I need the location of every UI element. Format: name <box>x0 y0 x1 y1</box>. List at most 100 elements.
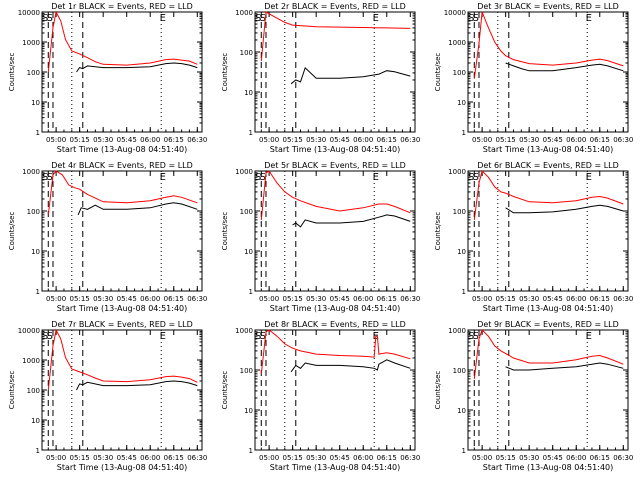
x-tick-label: 05:45 <box>330 136 350 144</box>
chart-panel: Det 3r BLACK = Events, RED = LLD 1 10 100 10… <box>434 2 633 154</box>
chart-title: Det 4r BLACK = Events, RED = LLD <box>51 161 193 170</box>
y-tick-label: 1000 <box>448 327 466 335</box>
x-tick-label: 05:00 <box>259 136 279 144</box>
plot-frame <box>467 11 629 133</box>
events-series-line <box>290 359 411 373</box>
plot-frame <box>41 170 203 292</box>
events-series-line <box>505 362 624 371</box>
x-tick-label: 05:00 <box>259 454 279 462</box>
chart-panel: Det 4r BLACK = Events, RED = LLD 1 10 100 10… <box>8 161 207 313</box>
chart-title: Det 8r BLACK = Events, RED = LLD <box>264 320 406 329</box>
y-tick-label: 1 <box>36 288 40 296</box>
flag-label: E <box>586 331 592 342</box>
x-tick-label: 06:00 <box>140 136 160 144</box>
lld-series-line <box>47 10 198 73</box>
y-tick-label: 10000 <box>18 9 40 17</box>
y-tick-label: 1000 <box>448 39 466 47</box>
y-tick-label: 100 <box>453 208 466 216</box>
chart-panel: Det 2r BLACK = Events, RED = LLD 1 10 100 10… <box>221 2 420 154</box>
y-axis-label: Counts/sec <box>8 371 16 410</box>
x-tick-label: 05:15 <box>70 136 90 144</box>
y-axis-label: Counts/sec <box>221 53 229 92</box>
chart-title: Det 2r BLACK = Events, RED = LLD <box>264 2 406 11</box>
flag-label: S <box>473 13 479 24</box>
x-tick-label: 06:15 <box>164 295 184 303</box>
chart-panel: Det 9r BLACK = Events, RED = LLD 1 10 100 10… <box>434 320 633 472</box>
lld-series-line <box>260 170 411 220</box>
x-tick-label: 06:30 <box>400 454 420 462</box>
x-tick-label: 06:30 <box>187 454 207 462</box>
y-axis-label: Counts/sec <box>8 212 16 251</box>
chart-title: Det 3r BLACK = Events, RED = LLD <box>477 2 619 11</box>
x-tick-label: 06:15 <box>590 295 610 303</box>
x-tick-label: 05:45 <box>543 454 563 462</box>
x-tick-label: 05:15 <box>496 136 516 144</box>
lld-series-line <box>473 170 624 220</box>
plot-frame <box>254 329 416 451</box>
y-tick-label: 10 <box>244 89 253 97</box>
x-tick-label: 05:15 <box>70 454 90 462</box>
y-tick-label: 10 <box>31 248 40 256</box>
x-tick-label: 05:30 <box>306 454 326 462</box>
x-tick-label: 06:30 <box>400 295 420 303</box>
chart-title: Det 1r BLACK = Events, RED = LLD <box>51 2 193 11</box>
x-tick-label: 06:00 <box>566 295 586 303</box>
x-tick-label: 05:30 <box>93 136 113 144</box>
x-tick-label: 06:00 <box>566 136 586 144</box>
x-tick-label: 05:30 <box>93 295 113 303</box>
y-tick-label: 1 <box>36 129 40 137</box>
flag-label: S <box>468 331 474 342</box>
x-tick-label: 06:15 <box>164 136 184 144</box>
events-series-line <box>76 62 198 73</box>
y-tick-label: 1000 <box>22 357 40 365</box>
y-tick-label: 1 <box>462 129 466 137</box>
x-axis-label: Start Time (13-Aug-08 04:51:40) <box>57 304 188 313</box>
y-tick-label: 1 <box>36 447 40 455</box>
plot-frame <box>254 170 416 292</box>
x-tick-label: 05:45 <box>543 295 563 303</box>
y-tick-label: 100 <box>27 208 40 216</box>
chart-panel: Det 6r BLACK = Events, RED = LLD 1 10 100 10… <box>434 161 633 313</box>
x-tick-label: 06:30 <box>400 136 420 144</box>
lld-series-line <box>260 329 411 374</box>
flag-label: S <box>47 172 53 183</box>
flag-label: S <box>47 13 53 24</box>
flag-label: S <box>468 13 474 24</box>
flag-label: E <box>586 13 592 24</box>
chart-title: Det 6r BLACK = Events, RED = LLD <box>477 161 619 170</box>
plot-frame <box>254 11 416 133</box>
x-axis-label: Start Time (13-Aug-08 04:51:40) <box>270 304 401 313</box>
x-tick-label: 05:15 <box>283 295 303 303</box>
x-tick-label: 05:45 <box>330 295 350 303</box>
flag-label: S <box>255 13 261 24</box>
events-series-line <box>292 214 411 228</box>
x-axis-label: Start Time (13-Aug-08 04:51:40) <box>270 463 401 472</box>
lld-series-line <box>473 11 624 79</box>
events-series-line <box>76 380 198 391</box>
x-tick-label: 05:00 <box>472 454 492 462</box>
x-tick-label: 05:15 <box>70 295 90 303</box>
x-tick-label: 06:00 <box>353 295 373 303</box>
y-tick-label: 10 <box>244 248 253 256</box>
y-tick-label: 10 <box>457 407 466 415</box>
chart-title: Det 5r BLACK = Events, RED = LLD <box>264 161 406 170</box>
y-tick-label: 100 <box>240 208 253 216</box>
x-tick-label: 06:15 <box>377 454 397 462</box>
y-tick-label: 1000 <box>22 168 40 176</box>
y-tick-label: 1000 <box>235 327 253 335</box>
y-tick-label: 1000 <box>448 168 466 176</box>
events-series-line <box>505 62 624 72</box>
x-tick-label: 06:30 <box>187 136 207 144</box>
x-tick-label: 05:30 <box>519 454 539 462</box>
x-tick-label: 05:00 <box>259 295 279 303</box>
flag-label: E <box>160 13 166 24</box>
x-tick-label: 05:30 <box>93 454 113 462</box>
y-tick-label: 1000 <box>22 39 40 47</box>
y-tick-label: 10 <box>31 99 40 107</box>
x-tick-label: 05:30 <box>519 295 539 303</box>
events-series-line <box>505 204 624 214</box>
x-tick-label: 05:00 <box>472 136 492 144</box>
y-tick-label: 100 <box>27 387 40 395</box>
plot-frame <box>467 170 629 292</box>
y-tick-label: 10 <box>457 248 466 256</box>
